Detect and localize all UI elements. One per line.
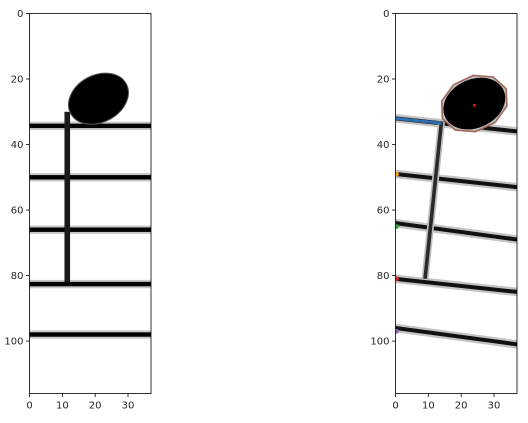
y-tick-label: 20: [11, 75, 24, 86]
right-image-panel: 0 10 20 30 0 20 40 60 80 100: [370, 9, 518, 412]
staff-line-3: [29, 227, 151, 232]
y-tick-label: 100: [370, 337, 389, 348]
y-tick-label: 60: [11, 206, 24, 217]
notehead-center-marker: [473, 103, 476, 107]
x-tick-label: 30: [488, 401, 501, 412]
axes-frame: [29, 13, 152, 394]
left-image-panel: 0 10 20 30 0 20 40 60 80 100: [4, 9, 152, 412]
staff-line-5: [29, 332, 151, 337]
staff-line-3: [395, 221, 517, 242]
x-tick-label: 20: [455, 401, 468, 412]
axes-frame: [395, 13, 518, 394]
staff-marker-2: [395, 224, 399, 229]
staff-line-5: [395, 326, 517, 347]
staff-line-2: [395, 172, 517, 190]
y-tick-label: 80: [11, 271, 24, 282]
y-tick-label: 0: [383, 9, 389, 20]
staff-line-2: [29, 175, 151, 180]
x-tick-label: 20: [89, 401, 102, 412]
x-tick-label: 0: [392, 401, 398, 412]
notehead: [443, 77, 506, 130]
y-tick-label: 60: [377, 206, 390, 217]
x-tick-label: 0: [26, 401, 32, 412]
staff-line-4: [395, 276, 517, 294]
staff-marker-3: [395, 276, 399, 282]
y-tick-label: 20: [377, 75, 390, 86]
note-stem: [423, 121, 444, 280]
y-tick-label: 80: [377, 271, 390, 282]
staff-marker-4: [395, 328, 399, 334]
notehead-contour: [440, 74, 508, 133]
y-tick-label: 40: [377, 140, 390, 151]
notehead: [68, 72, 129, 125]
x-tick-label: 10: [422, 401, 435, 412]
x-tick-label: 10: [56, 401, 69, 412]
highlighted-staff-segment: [395, 116, 442, 125]
note-stem: [64, 111, 71, 283]
y-tick-label: 100: [4, 337, 23, 348]
image-content: [395, 74, 517, 349]
staff-line-1: [29, 123, 151, 129]
x-tick-label: 30: [122, 401, 135, 412]
staff-marker-1: [395, 171, 399, 177]
y-tick-label: 40: [11, 140, 24, 151]
staff-line-4: [29, 281, 151, 287]
y-tick-label: 0: [17, 9, 23, 20]
image-content: [29, 72, 151, 339]
